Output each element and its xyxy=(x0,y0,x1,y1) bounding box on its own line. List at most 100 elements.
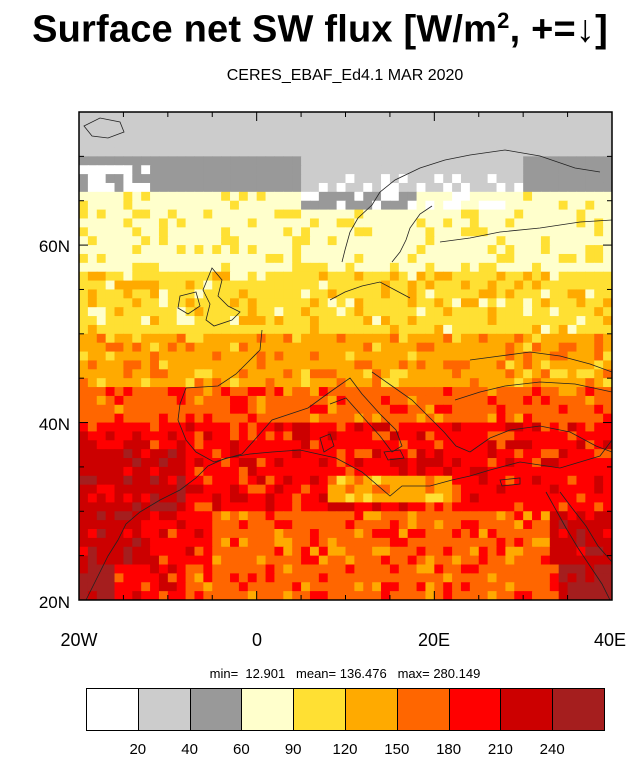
flux-cell xyxy=(292,582,302,592)
flux-cell xyxy=(549,129,560,140)
flux-cell xyxy=(247,324,258,335)
flux-cell xyxy=(221,165,231,175)
flux-cell xyxy=(247,475,258,486)
flux-cell xyxy=(158,129,169,140)
flux-cell xyxy=(478,431,489,441)
flux-cell xyxy=(194,245,204,255)
flux-cell xyxy=(567,431,578,441)
flux-cell xyxy=(221,333,231,344)
flux-cell xyxy=(309,156,320,166)
flux-cell xyxy=(105,387,116,397)
flux-cell xyxy=(345,307,355,317)
flux-cell xyxy=(469,555,480,566)
flux-cell xyxy=(496,191,506,202)
flux-cell xyxy=(469,431,480,441)
flux-cell xyxy=(540,546,551,557)
flux-cell xyxy=(309,413,320,424)
flux-cell xyxy=(105,191,116,202)
flux-cell xyxy=(398,182,409,193)
flux-cell xyxy=(407,120,418,131)
flux-cell xyxy=(114,395,125,406)
flux-cell xyxy=(79,191,89,202)
flux-cell xyxy=(443,316,453,326)
flux-cell xyxy=(96,475,107,486)
flux-cell xyxy=(185,484,196,495)
flux-cell xyxy=(594,546,604,557)
flux-cell xyxy=(230,440,240,450)
flux-cell xyxy=(141,431,151,441)
flux-cell xyxy=(123,555,133,566)
flux-cell xyxy=(283,440,293,450)
flux-cell xyxy=(265,182,276,193)
flux-cell xyxy=(478,520,489,530)
flux-cell xyxy=(274,147,284,157)
flux-cell xyxy=(96,307,107,317)
colorbar-swatch xyxy=(500,688,554,731)
flux-cell xyxy=(203,245,213,255)
flux-cell xyxy=(212,502,222,512)
flux-cell xyxy=(132,404,142,415)
flux-cell xyxy=(230,289,240,299)
flux-cell xyxy=(230,227,240,237)
flux-cell xyxy=(105,484,116,495)
flux-cell xyxy=(256,449,267,459)
flux-cell xyxy=(532,200,542,211)
flux-cell xyxy=(372,307,382,317)
flux-cell xyxy=(167,591,178,600)
colorbar-swatch xyxy=(137,688,191,731)
flux-cell xyxy=(532,324,542,335)
flux-cell xyxy=(576,520,586,530)
flux-cell xyxy=(79,138,89,149)
flux-cell xyxy=(532,431,542,441)
flux-cell xyxy=(576,333,586,344)
flux-cell xyxy=(407,369,418,379)
flux-cell xyxy=(514,475,524,486)
flux-cell xyxy=(389,378,400,388)
flux-cell xyxy=(79,324,89,335)
flux-cell xyxy=(452,165,462,175)
flux-cell xyxy=(309,333,320,344)
flux-cell xyxy=(301,174,311,184)
flux-cell xyxy=(549,564,560,574)
flux-cell xyxy=(132,378,142,388)
flux-cell xyxy=(603,245,612,255)
flux-cell xyxy=(247,404,258,415)
flux-cell xyxy=(460,112,471,122)
flux-cell xyxy=(416,475,427,486)
flux-cell xyxy=(256,387,267,397)
flux-cell xyxy=(487,529,498,539)
flux-cell xyxy=(158,253,169,264)
flux-cell xyxy=(79,449,89,459)
flux-cell xyxy=(532,351,542,362)
flux-cell xyxy=(540,484,551,495)
flux-cell xyxy=(132,369,142,379)
flux-cell xyxy=(372,360,382,370)
flux-cell xyxy=(292,271,302,282)
flux-cell xyxy=(345,502,355,512)
flux-cell xyxy=(230,351,240,362)
flux-cell xyxy=(123,520,133,530)
flux-cell xyxy=(460,200,471,211)
flux-cell xyxy=(105,502,116,512)
flux-cell xyxy=(469,236,480,246)
flux-cell xyxy=(469,511,480,521)
coast-ireland xyxy=(177,291,201,315)
flux-cell xyxy=(141,502,151,512)
flux-cell xyxy=(318,573,329,583)
flux-cell xyxy=(514,493,524,503)
flux-cell xyxy=(487,165,498,175)
flux-cell xyxy=(309,342,320,353)
flux-cell xyxy=(167,165,178,175)
flux-cell xyxy=(150,156,160,166)
flux-cell xyxy=(274,537,284,548)
flux-cell xyxy=(416,120,427,131)
flux-cell xyxy=(469,369,480,379)
flux-cell xyxy=(372,165,382,175)
flux-cell xyxy=(336,555,347,566)
flux-cell xyxy=(434,182,444,193)
flux-cell xyxy=(336,564,347,574)
flux-cell xyxy=(469,493,480,503)
flux-cell xyxy=(425,591,435,600)
flux-cell xyxy=(176,129,187,140)
flux-cell xyxy=(532,511,542,521)
